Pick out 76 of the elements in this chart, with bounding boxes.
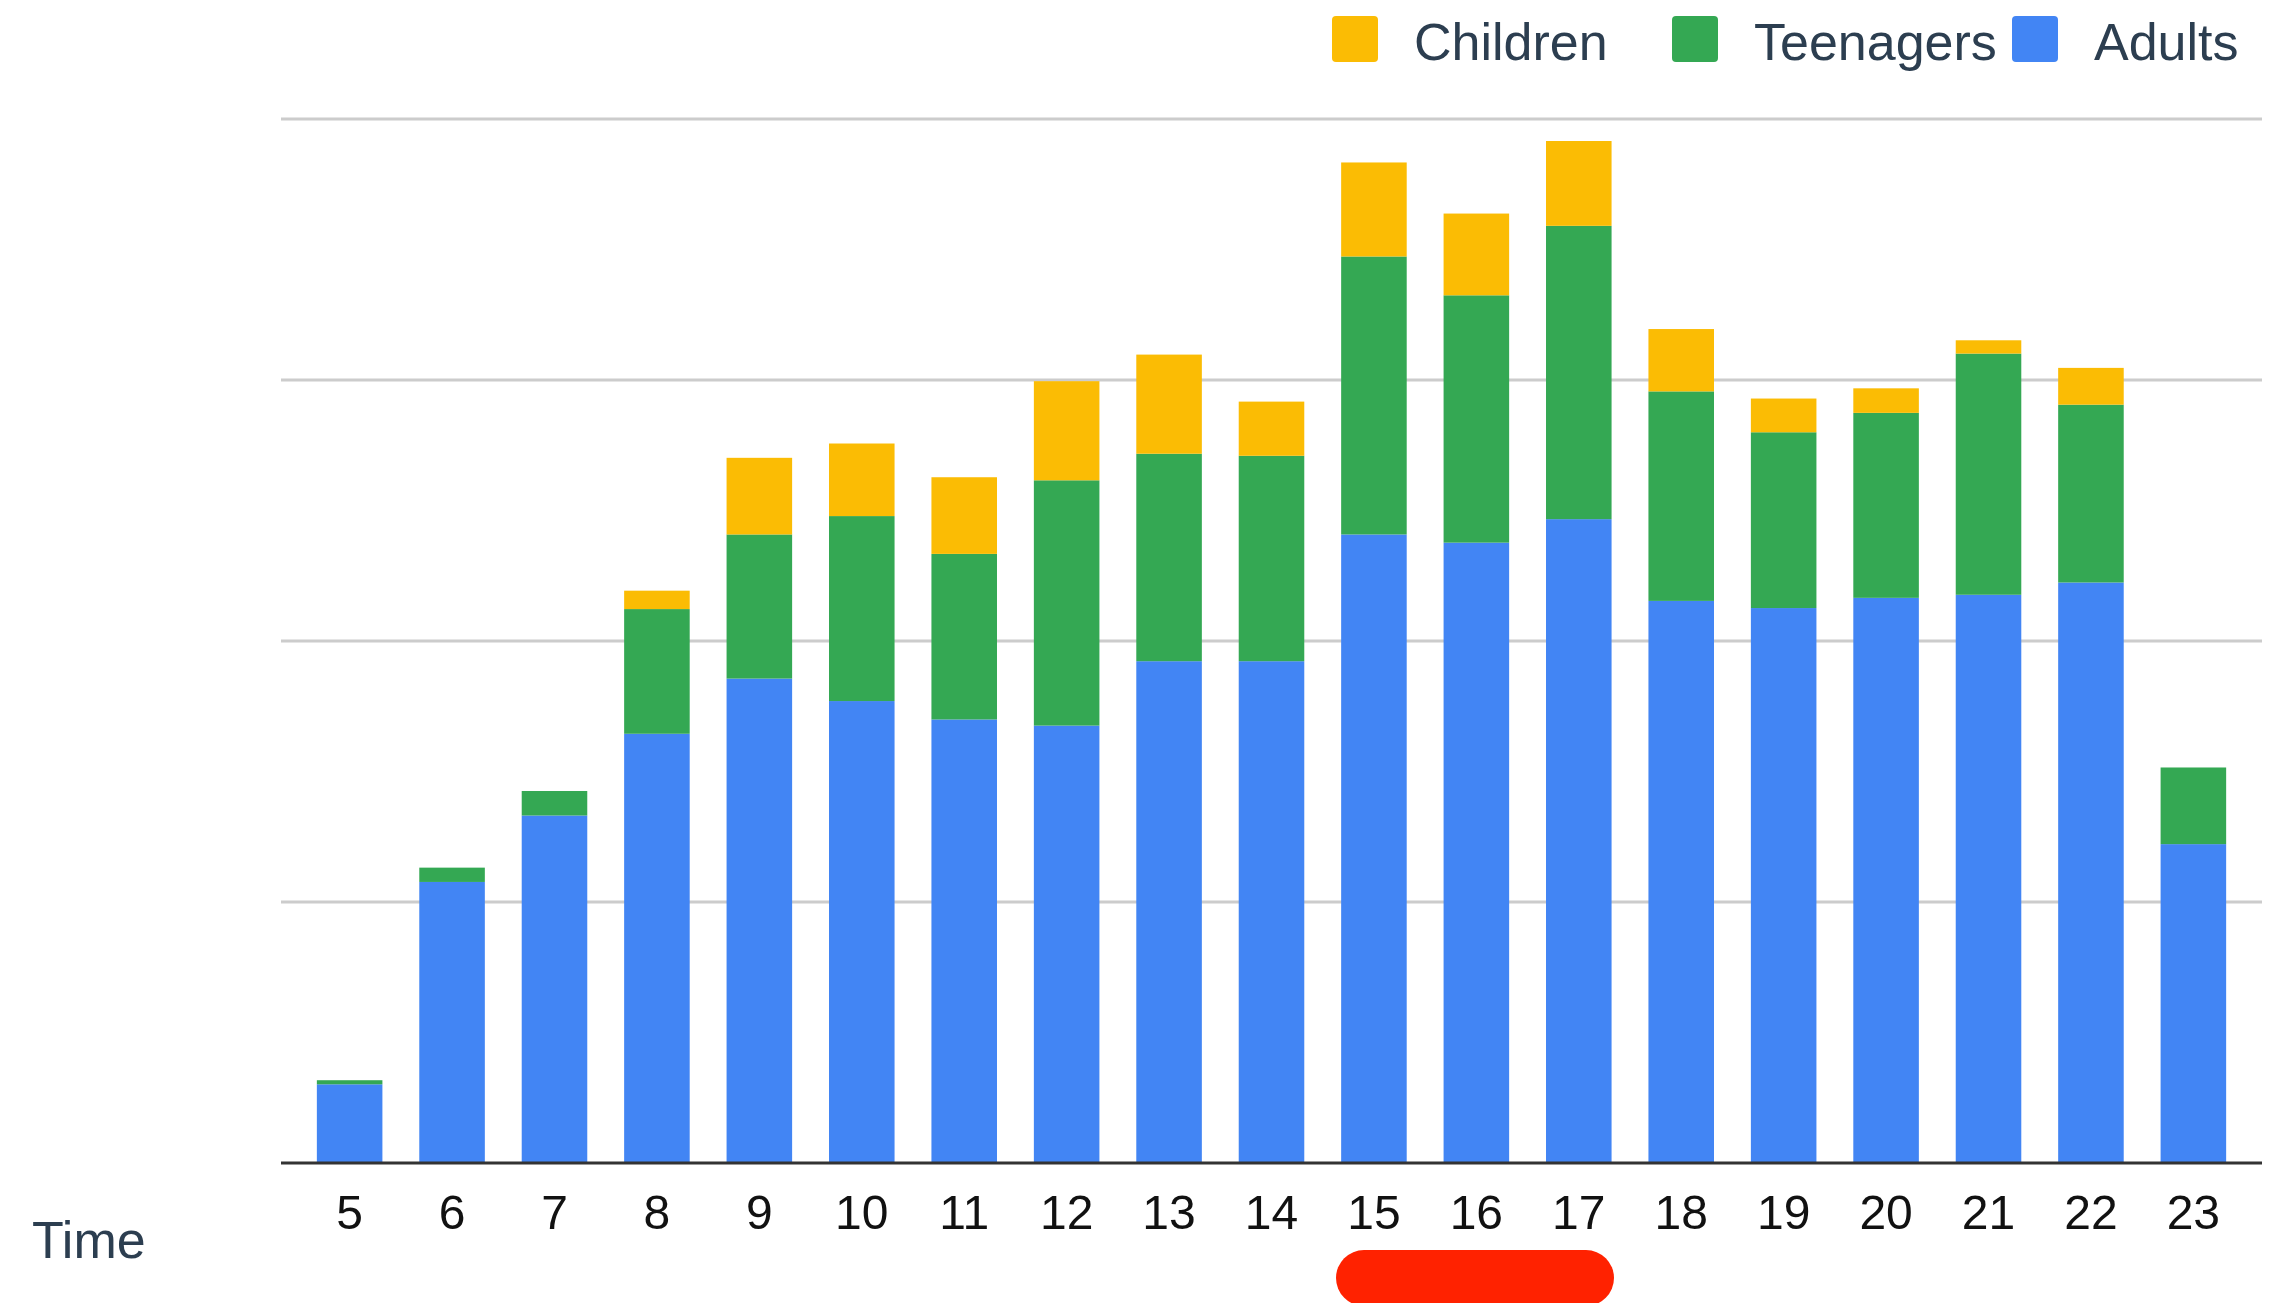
x-tick-label: 12 (1039, 1186, 1094, 1239)
x-tick-label: 17 (1552, 1186, 1606, 1239)
x-tick-label: 21 (1961, 1186, 2016, 1239)
x-tick-label: 20 (1859, 1186, 1913, 1239)
x-tick-label: 13 (1142, 1186, 1196, 1239)
bar (1648, 600, 1714, 1163)
x-tick-label: 16 (1449, 1186, 1504, 1239)
bar (521, 790, 588, 816)
x-tick-label: 23 (2166, 1186, 2221, 1239)
bar (1955, 353, 2022, 595)
bar (726, 534, 793, 679)
legend-label: Teenagers (1754, 13, 1997, 71)
bar (1033, 725, 1100, 1163)
bar (1853, 388, 1919, 413)
bar (419, 881, 485, 1163)
bar (1443, 213, 1510, 296)
bar (2058, 367, 2124, 405)
bar (1136, 661, 1202, 1163)
x-tick-label: 14 (1244, 1186, 1299, 1239)
bar (419, 867, 485, 882)
bar (1750, 432, 1817, 609)
legend-label: Children (1414, 13, 1608, 71)
x-tick-label: 5 (336, 1186, 363, 1239)
bar (1033, 480, 1100, 726)
bar (1546, 225, 1612, 520)
bar (316, 1084, 383, 1163)
bar (1136, 453, 1202, 662)
bar (624, 733, 690, 1163)
bar (316, 1080, 383, 1085)
bar (726, 457, 793, 535)
x-tick-label: 9 (746, 1186, 773, 1239)
x-tick-label: 6 (438, 1186, 466, 1239)
x-tick-label: 18 (1654, 1186, 1708, 1239)
bar (1443, 542, 1510, 1163)
bar (1853, 597, 1919, 1163)
x-tick-label: 10 (835, 1186, 889, 1239)
bar (1341, 534, 1407, 1163)
bar (1238, 401, 1305, 456)
bar (829, 516, 895, 702)
bar (1648, 329, 1714, 392)
bar (2058, 404, 2124, 583)
bar (1341, 256, 1407, 535)
x-tick-label: 7 (541, 1186, 568, 1239)
x-tick-label: 8 (643, 1186, 671, 1239)
bar (1136, 354, 1202, 454)
bar (1648, 391, 1714, 601)
bar (1955, 594, 2022, 1163)
x-tick-label: 15 (1347, 1186, 1401, 1239)
bar (1546, 141, 1612, 226)
bar (2160, 844, 2227, 1163)
bar (1955, 340, 2022, 354)
bar (931, 477, 997, 554)
bar (829, 443, 895, 517)
x-tick-label: 11 (939, 1186, 990, 1239)
legend-label: Adults (2094, 13, 2239, 71)
bar (931, 553, 997, 720)
bar (1750, 608, 1817, 1163)
bar (726, 678, 793, 1163)
bar (1443, 295, 1510, 543)
bar (624, 609, 690, 734)
x-tick-label: 22 (2064, 1186, 2118, 1239)
bar (1033, 381, 1100, 481)
x-axis-title: Time (32, 1211, 146, 1269)
bar (1238, 661, 1305, 1163)
bar (1341, 162, 1407, 257)
bar (829, 701, 895, 1163)
bar (624, 590, 690, 610)
bar (2058, 582, 2124, 1163)
bar (521, 815, 588, 1163)
bar (1546, 519, 1612, 1163)
bar (1853, 412, 1919, 598)
x-tick-label: 19 (1756, 1186, 1811, 1239)
bar (1238, 455, 1305, 662)
bar (2160, 767, 2227, 845)
bar (1750, 398, 1817, 433)
bar (931, 719, 997, 1163)
